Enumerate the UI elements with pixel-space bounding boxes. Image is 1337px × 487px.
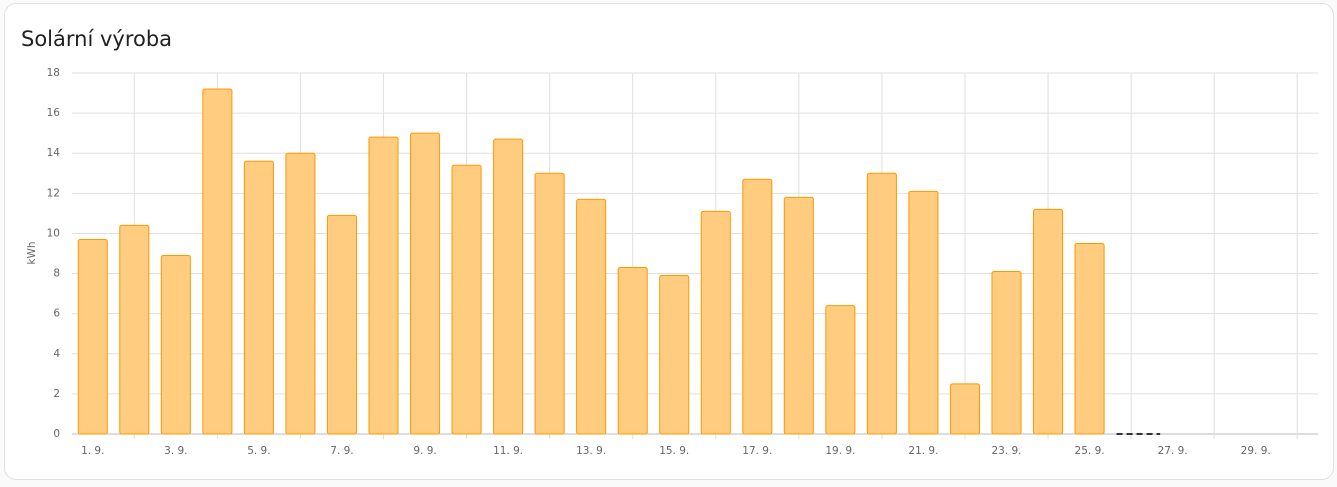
x-tick-label: 27. 9.	[1158, 445, 1188, 457]
x-tick-label: 11. 9.	[493, 445, 523, 457]
y-tick-label: 2	[53, 388, 60, 400]
x-tick-label: 7. 9.	[330, 445, 353, 457]
bar	[77, 238, 108, 435]
bar	[700, 210, 731, 435]
y-tick-label: 12	[47, 187, 60, 199]
bar	[285, 152, 316, 435]
y-tick-label: 14	[47, 147, 61, 159]
bar	[493, 138, 524, 435]
x-tick-label: 3. 9.	[164, 445, 187, 457]
chart-title: Solární výroba	[21, 27, 172, 51]
bar	[949, 383, 981, 435]
x-tick-label: 9. 9.	[413, 445, 436, 457]
x-tick-label: 17. 9.	[742, 445, 772, 457]
bar	[119, 224, 150, 435]
y-tick-label: 6	[53, 308, 60, 320]
y-tick-label: 8	[53, 268, 60, 280]
bar	[825, 305, 856, 435]
bar	[326, 214, 358, 435]
y-tick-label: 4	[53, 348, 60, 360]
y-tick-label: 0	[53, 428, 60, 440]
bar	[202, 88, 233, 435]
bar	[1032, 208, 1064, 435]
x-tick-label: 19. 9.	[825, 445, 855, 457]
bar	[659, 275, 690, 435]
bar	[742, 178, 773, 435]
bar	[617, 267, 648, 435]
y-tick-label: 18	[47, 67, 60, 79]
bar	[160, 255, 191, 435]
x-tick-label: 13. 9.	[576, 445, 606, 457]
bar	[783, 196, 814, 435]
bar	[409, 132, 441, 435]
x-tick-label: 23. 9.	[991, 445, 1021, 457]
x-tick-label: 1. 9.	[81, 445, 104, 457]
bar	[1074, 242, 1105, 435]
y-axis-label: kWh	[26, 241, 38, 264]
y-tick-label: 16	[47, 107, 61, 119]
bar	[243, 160, 274, 435]
y-tick-label: 10	[47, 227, 60, 239]
x-tick-label: 15. 9.	[659, 445, 689, 457]
bar	[576, 198, 607, 435]
x-tick-label: 29. 9.	[1241, 445, 1271, 457]
x-tick-label: 25. 9.	[1075, 445, 1105, 457]
bar	[908, 190, 939, 435]
bar	[866, 172, 897, 435]
bar	[991, 271, 1022, 435]
x-tick-label: 5. 9.	[247, 445, 270, 457]
bar	[534, 172, 565, 435]
bar	[368, 136, 399, 435]
x-tick-label: 21. 9.	[908, 445, 938, 457]
bar	[451, 164, 482, 435]
